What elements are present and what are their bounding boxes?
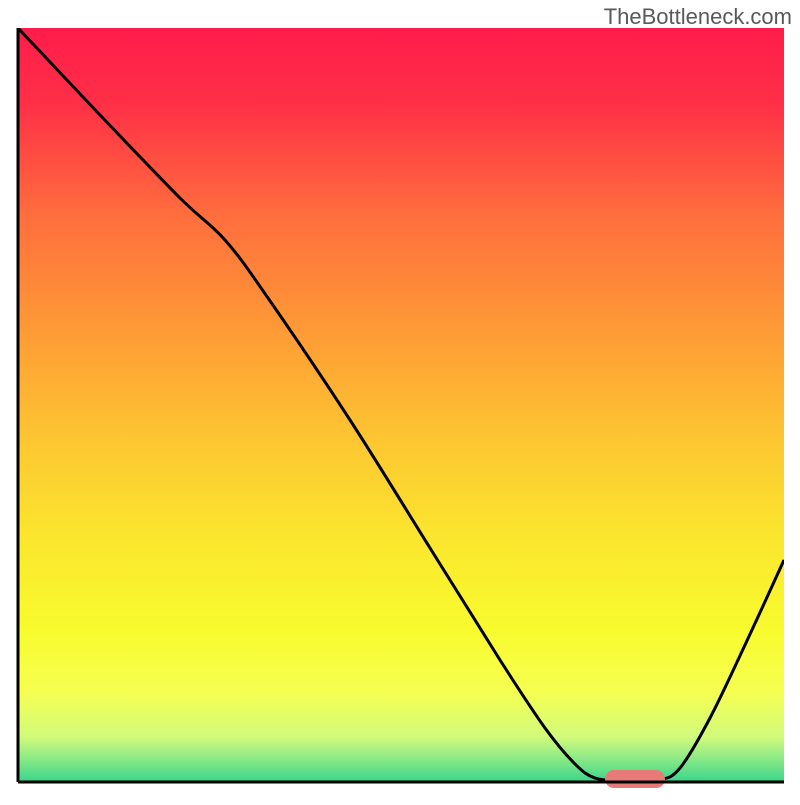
optimal-marker (605, 770, 665, 788)
gradient-background (18, 28, 784, 782)
chart-svg (0, 0, 800, 800)
bottleneck-chart (0, 0, 800, 800)
watermark-text: TheBottleneck.com (604, 4, 792, 30)
